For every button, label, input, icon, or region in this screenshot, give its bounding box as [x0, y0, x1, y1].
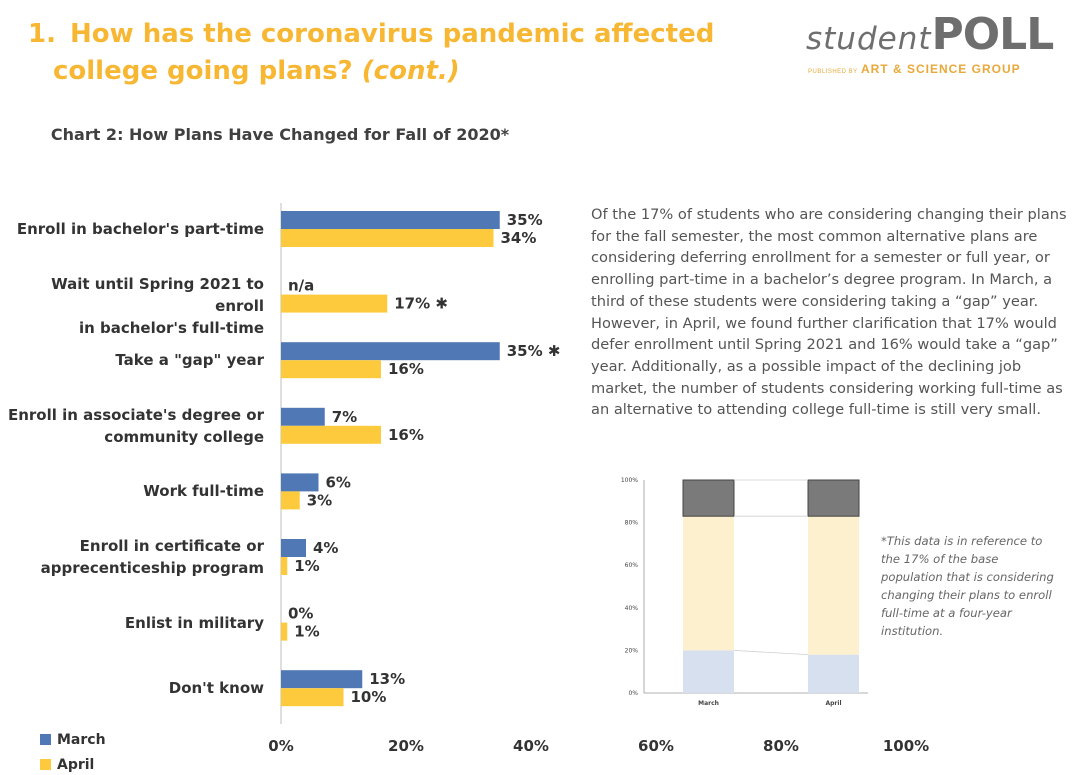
chart-legend: March April	[40, 727, 106, 775]
x-tick-label-1: 20%	[388, 737, 424, 755]
data-label-april-3: 16%	[388, 426, 424, 444]
category-label-6: Enlist in military	[0, 612, 264, 634]
stack-segment-0-1	[683, 516, 734, 651]
headline-line1: How has the coronavirus pandemic affecte…	[70, 19, 715, 49]
data-label-april-1: 17% ✱	[394, 295, 448, 313]
category-label-1: Wait until Spring 2021 to enroll in bache…	[0, 273, 264, 339]
logo-published-by: PUBLISHED BY	[808, 69, 858, 75]
category-label-line: in bachelor's full-time	[78, 318, 264, 337]
headline-cont: (cont.)	[361, 56, 460, 86]
category-label-line: Enlist in military	[124, 613, 264, 632]
bar-march-5	[281, 539, 306, 557]
bar-april-4	[281, 491, 300, 510]
x-tick-label-5: 100%	[883, 737, 929, 755]
studentpoll-logo: studentPOLL PUBLISHED BY ART & SCIENCE G…	[806, 12, 1056, 82]
stack-segment-0-2	[682, 479, 735, 517]
legend-label-march: March	[57, 731, 106, 748]
headline-line2: college going plans?	[53, 56, 353, 86]
stack-x-label-0: March	[698, 700, 719, 707]
data-label-march-6: 0%	[288, 605, 313, 623]
logo-word-student: student	[806, 21, 932, 57]
stack-segment-1-1	[808, 516, 859, 655]
data-label-march-4: 6%	[326, 473, 351, 491]
category-label-line: Wait until Spring 2021 to enroll	[51, 274, 264, 315]
x-tick-label-3: 60%	[638, 737, 674, 755]
legend-label-april: April	[57, 756, 95, 773]
x-tick-label-2: 40%	[513, 737, 549, 755]
stack-segment-1-0	[808, 654, 859, 693]
stack-y-tick-0: 0%	[628, 690, 638, 697]
bar-april-1	[281, 294, 388, 313]
category-label-line: Enroll in bachelor's part-time	[16, 220, 264, 238]
headline: 1. How has the coronavirus pandemic affec…	[28, 16, 748, 90]
category-label-0: Enroll in bachelor's part-time	[0, 218, 264, 240]
category-label-line: Enroll in certificate or	[79, 537, 264, 555]
legend-swatch-april	[40, 759, 51, 770]
data-label-april-2: 16%	[388, 360, 424, 378]
data-label-april-0: 34%	[501, 229, 537, 247]
stack-segment-0-0	[683, 650, 734, 693]
x-tick-label-4: 80%	[763, 737, 799, 755]
category-label-7: Don't know	[0, 677, 264, 699]
bar-march-3	[281, 407, 325, 426]
data-label-march-0: 35%	[507, 211, 543, 229]
stacked-chart: 0% 20% 40% 60% 80% 100% March April	[621, 477, 868, 707]
bar-march-4	[281, 473, 319, 492]
stack-y-tick-1: 20%	[625, 647, 639, 654]
body-paragraph: Of the 17% of students who are consideri…	[591, 206, 1067, 419]
logo-subline: PUBLISHED BY ART & SCIENCE GROUP	[808, 62, 1021, 76]
footnote: *This data is in reference to the 17% of…	[881, 534, 1054, 638]
logo-word-poll: POLL	[931, 9, 1055, 60]
bar-april-2	[281, 360, 381, 379]
data-label-april-7: 10%	[351, 688, 387, 706]
stack-y-tick-4: 80%	[625, 520, 639, 527]
bar-april-6	[281, 622, 288, 641]
data-label-march-2: 35% ✱	[507, 342, 561, 360]
legend-swatch-march	[40, 734, 51, 745]
data-label-april-5: 1%	[294, 557, 319, 575]
chart-title: Chart 2: How Plans Have Changed for Fall…	[50, 125, 510, 144]
stack-y-tick-2: 40%	[625, 605, 639, 612]
logo-org: ART & SCIENCE GROUP	[860, 62, 1021, 76]
stack-y-tick-3: 60%	[625, 562, 639, 569]
bar-march-7	[281, 670, 363, 689]
data-label-april-4: 3%	[307, 491, 332, 509]
category-label-line: Enroll in associate's degree or	[7, 405, 264, 424]
x-tick-label-0: 0%	[268, 737, 293, 755]
data-label-april-6: 1%	[294, 623, 319, 641]
category-label-line: apprecenticeship program	[40, 559, 264, 577]
category-label-5: Enroll in certificate or apprecenticeship…	[0, 535, 264, 579]
bar-march-2	[281, 342, 500, 361]
bar-april-0	[281, 229, 494, 247]
stack-segment-1-2	[807, 479, 860, 517]
bar-april-3	[281, 425, 381, 444]
data-label-march-5: 4%	[313, 539, 338, 557]
legend-item-march: March	[40, 727, 106, 752]
data-label-march-3: 7%	[332, 408, 357, 426]
category-label-line: Take a "gap" year	[115, 351, 264, 370]
category-label-line: Work full-time	[143, 482, 264, 501]
category-label-4: Work full-time	[0, 480, 264, 502]
stack-connector-0	[733, 650, 809, 656]
category-label-line: Don't know	[168, 679, 264, 698]
legend-item-april: April	[40, 752, 106, 775]
question-number: 1.	[28, 19, 56, 49]
stack-y-tick-5: 100%	[621, 477, 638, 484]
category-label-3: Enroll in associate's degree or community…	[0, 404, 264, 448]
category-label-line: community college	[104, 427, 264, 446]
category-label-2: Take a "gap" year	[0, 349, 264, 371]
data-label-march-1: n/a	[288, 277, 314, 295]
stack-x-label-1: April	[825, 700, 841, 707]
bar-april-7	[281, 688, 344, 707]
bar-april-5	[281, 557, 288, 575]
data-label-march-7: 13%	[369, 670, 405, 688]
bar-march-0	[281, 211, 500, 229]
